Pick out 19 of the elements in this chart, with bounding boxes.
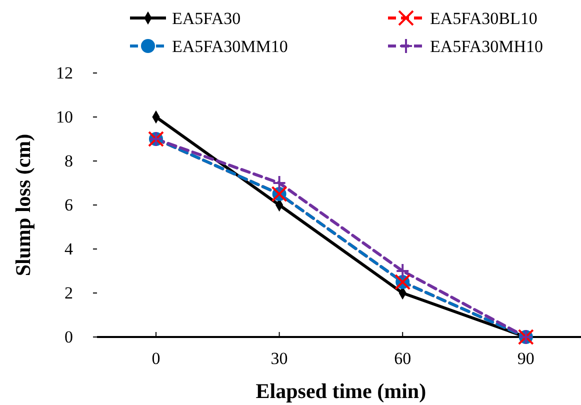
y-tick-label: 2: [64, 283, 73, 302]
x-axis-title: Elapsed time (min): [256, 379, 426, 403]
legend-label: EA5FA30MH10: [430, 37, 544, 56]
x-tick-label: 60: [394, 349, 412, 368]
y-tick-label: 4: [64, 239, 74, 258]
legend-label: EA5FA30: [172, 9, 241, 28]
x-tick-label: 90: [517, 349, 534, 368]
legend-label: EA5FA30MM10: [172, 37, 288, 56]
point: [396, 263, 410, 279]
y-axis-title: Slump loss (cm): [11, 134, 35, 276]
point: [272, 175, 286, 191]
legend-label: EA5FA30BL10: [430, 9, 538, 28]
x-tick-label: 0: [152, 349, 160, 368]
y-tick-label: 6: [64, 195, 73, 214]
y-tick-label: 0: [64, 327, 73, 346]
y-tick-label: 10: [56, 107, 73, 126]
y-tick-label: 8: [64, 151, 73, 170]
y-tick-label: 12: [56, 63, 73, 82]
x-tick-label: 30: [270, 349, 288, 368]
